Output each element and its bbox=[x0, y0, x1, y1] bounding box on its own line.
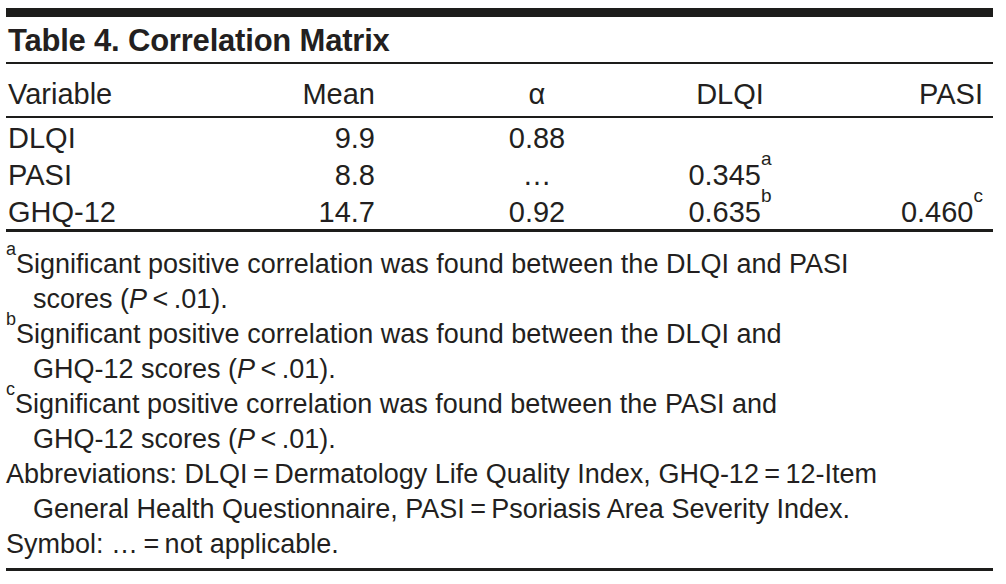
footnote-text: < .01). bbox=[255, 424, 336, 454]
footnote-symbol: Symbol: … = not applicable. bbox=[6, 527, 993, 562]
footnote-text: Significant positive correlation was fou… bbox=[16, 249, 848, 279]
cell-value: 0.460 bbox=[901, 196, 974, 228]
cell-ghq12-mean: 14.7 bbox=[210, 192, 399, 231]
table-row-dlqi: DLQI 9.9 0.88 bbox=[6, 117, 993, 155]
footnote-abbreviations: Abbreviations: DLQI = Dermatology Life Q… bbox=[6, 457, 993, 527]
abbreviations-line-2: General Health Questionnaire, PASI = Pso… bbox=[6, 492, 993, 527]
cell-ghq12-dlqi: 0.635b bbox=[675, 192, 785, 231]
header-row: Variable Mean α DLQI PASI bbox=[6, 64, 993, 117]
col-header-variable: Variable bbox=[6, 64, 210, 117]
abbreviations-line-1: Abbreviations: DLQI = Dermatology Life Q… bbox=[6, 457, 993, 492]
footnote-marker-c: c bbox=[6, 379, 15, 399]
table-row-pasi: PASI 8.8 … 0.345a bbox=[6, 155, 993, 192]
cell-superscript: b bbox=[761, 185, 772, 206]
col-header-dlqi: DLQI bbox=[675, 64, 785, 117]
cell-ghq12-pasi: 0.460c bbox=[785, 192, 993, 231]
footnote-b: bSignificant positive correlation was fo… bbox=[6, 317, 993, 387]
italic-p: P bbox=[237, 424, 255, 454]
cell-dlqi-variable: DLQI bbox=[6, 117, 210, 155]
footnote-a: aSignificant positive correlation was fo… bbox=[6, 247, 993, 317]
table-title: Table 4. Correlation Matrix bbox=[6, 17, 993, 64]
footnote-text: scores ( bbox=[33, 284, 129, 314]
cell-superscript: a bbox=[761, 148, 772, 169]
cell-pasi-pasi bbox=[785, 155, 993, 192]
cell-superscript: c bbox=[974, 185, 984, 206]
footnote-marker-a: a bbox=[6, 239, 16, 259]
italic-p: P bbox=[237, 354, 255, 384]
footnote-c: cSignificant positive correlation was fo… bbox=[6, 387, 993, 457]
table-figure: Table 4. Correlation Matrix Variable Mea… bbox=[0, 0, 1006, 571]
cell-dlqi-mean: 9.9 bbox=[210, 117, 399, 155]
cell-value: 0.345 bbox=[688, 159, 761, 191]
cell-pasi-variable: PASI bbox=[6, 155, 210, 192]
footnote-text: < .01). bbox=[255, 354, 336, 384]
table-footnotes: aSignificant positive correlation was fo… bbox=[6, 232, 993, 562]
cell-ghq12-alpha: 0.92 bbox=[399, 192, 675, 231]
cell-pasi-alpha: … bbox=[399, 155, 675, 192]
italic-p: P bbox=[129, 284, 147, 314]
col-header-alpha: α bbox=[399, 64, 675, 117]
cell-pasi-mean: 8.8 bbox=[210, 155, 399, 192]
footnote-marker-b: b bbox=[6, 309, 16, 329]
table-row-ghq12: GHQ-12 14.7 0.92 0.635b 0.460c bbox=[6, 192, 993, 231]
cell-ghq12-variable: GHQ-12 bbox=[6, 192, 210, 231]
col-header-pasi: PASI bbox=[785, 64, 993, 117]
footnote-text: Significant positive correlation was fou… bbox=[15, 389, 777, 419]
footnote-text: GHQ-12 scores ( bbox=[33, 424, 237, 454]
footnote-text: GHQ-12 scores ( bbox=[33, 354, 237, 384]
cell-dlqi-alpha: 0.88 bbox=[399, 117, 675, 155]
cell-value: 0.635 bbox=[688, 196, 761, 228]
cell-dlqi-pasi bbox=[785, 117, 993, 155]
col-header-mean: Mean bbox=[210, 64, 399, 117]
table-top-rule bbox=[6, 8, 993, 17]
correlation-table: Variable Mean α DLQI PASI DLQI 9.9 0.88 … bbox=[6, 64, 993, 232]
footnote-text: Significant positive correlation was fou… bbox=[16, 319, 781, 349]
table-bottom-rule bbox=[6, 568, 993, 571]
footnote-text: < .01). bbox=[147, 284, 228, 314]
